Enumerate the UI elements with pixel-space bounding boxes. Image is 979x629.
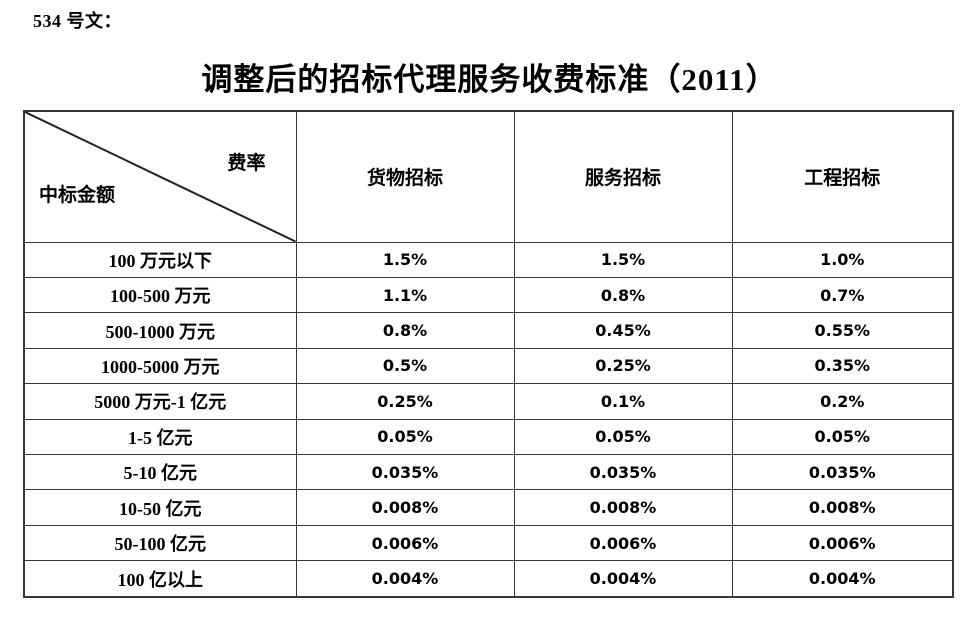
amount-cell: 100-500 万元 [23,276,297,314]
goods-rate-cell: 0.004% [295,560,515,598]
corner-label-amount: 中标金额 [39,185,116,206]
table-row: 5000 万元-1 亿元 0.25% 0.1% 0.2% [23,383,954,420]
goods-rate-cell: 0.035% [295,454,515,491]
goods-rate-cell: 0.006% [295,524,515,562]
engineering-rate-cell: 0.004% [731,560,954,598]
service-rate-cell: 0.008% [513,489,733,526]
engineering-rate-cell: 0.006% [731,524,954,562]
service-rate-cell: 0.05% [513,418,733,456]
table-row: 50-100 亿元 0.006% 0.006% 0.006% [23,524,954,562]
goods-rate-cell: 0.8% [295,312,515,349]
amount-cell: 100 亿以上 [23,560,297,598]
diagonal-corner-cell: 费率 中标金额 [23,110,297,243]
amount-cell: 5-10 亿元 [23,454,297,491]
engineering-rate-cell: 0.2% [731,383,954,420]
engineering-rate-cell: 0.7% [731,276,954,314]
column-header-service: 服务招标 [513,110,733,243]
engineering-rate-cell: 0.008% [731,489,954,526]
amount-cell: 100 万元以下 [23,241,297,278]
goods-rate-cell: 0.5% [295,347,515,385]
service-rate-cell: 1.5% [513,241,733,278]
table-row: 10-50 亿元 0.008% 0.008% 0.008% [23,489,954,526]
table-row: 100-500 万元 1.1% 0.8% 0.7% [23,276,954,314]
amount-cell: 500-1000 万元 [23,312,297,349]
column-header-engineering: 工程招标 [731,110,954,243]
table-header-row: 费率 中标金额 货物招标 服务招标 工程招标 [23,110,954,243]
service-rate-cell: 0.8% [513,276,733,314]
service-rate-cell: 0.25% [513,347,733,385]
diagonal-divider-line [25,112,296,242]
service-rate-cell: 0.006% [513,524,733,562]
table-row: 100 万元以下 1.5% 1.5% 1.0% [23,241,954,278]
amount-cell: 1-5 亿元 [23,418,297,456]
amount-cell: 1000-5000 万元 [23,347,297,385]
goods-rate-cell: 0.008% [295,489,515,526]
service-rate-cell: 0.004% [513,560,733,598]
engineering-rate-cell: 0.55% [731,312,954,349]
fee-rate-table: 费率 中标金额 货物招标 服务招标 工程招标 100 万元以下 1.5% 1.5… [23,110,954,598]
table-row: 500-1000 万元 0.8% 0.45% 0.55% [23,312,954,349]
table-row: 1-5 亿元 0.05% 0.05% 0.05% [23,418,954,456]
table-row: 5-10 亿元 0.035% 0.035% 0.035% [23,454,954,491]
amount-cell: 50-100 亿元 [23,524,297,562]
engineering-rate-cell: 1.0% [731,241,954,278]
engineering-rate-cell: 0.35% [731,347,954,385]
goods-rate-cell: 1.1% [295,276,515,314]
corner-label-rate: 费率 [227,153,266,174]
table-row: 100 亿以上 0.004% 0.004% 0.004% [23,560,954,598]
table-row: 1000-5000 万元 0.5% 0.25% 0.35% [23,347,954,385]
engineering-rate-cell: 0.035% [731,454,954,491]
engineering-rate-cell: 0.05% [731,418,954,456]
page-title: 调整后的招标代理服务收费标准（2011） [201,62,778,97]
service-rate-cell: 0.1% [513,383,733,420]
service-rate-cell: 0.45% [513,312,733,349]
column-header-goods: 货物招标 [295,110,515,243]
service-rate-cell: 0.035% [513,454,733,491]
goods-rate-cell: 0.25% [295,383,515,420]
amount-cell: 5000 万元-1 亿元 [23,383,297,420]
goods-rate-cell: 1.5% [295,241,515,278]
goods-rate-cell: 0.05% [295,418,515,456]
doc-reference-number: 534 号文： [33,11,122,31]
amount-cell: 10-50 亿元 [23,489,297,526]
